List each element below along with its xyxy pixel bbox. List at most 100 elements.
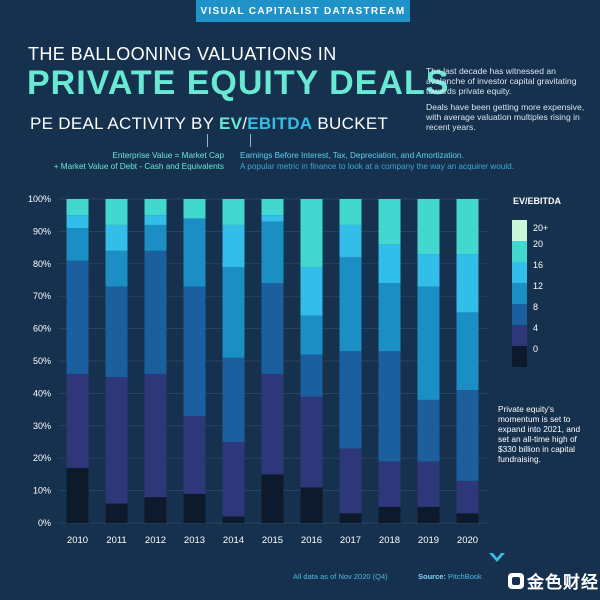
- visual-capitalist-logo-icon: [489, 553, 505, 562]
- bar-segment: [144, 224, 167, 251]
- x-tick-label: 2013: [184, 535, 205, 546]
- ebitda-definition-line-1: Earnings Before Interest, Tax, Depreciat…: [240, 151, 464, 160]
- ev-definition-line-2: + Market Value of Debt - Cash and Equiva…: [53, 162, 224, 171]
- bar-segment: [105, 503, 128, 523]
- x-tick-label: 2019: [418, 535, 439, 546]
- bar-segment: [417, 254, 440, 287]
- bar-segment: [300, 396, 323, 488]
- legend-label: 20+: [533, 223, 548, 233]
- bar-segment: [222, 199, 245, 225]
- x-tick-label: 2010: [67, 535, 88, 546]
- legend-label: 4: [533, 323, 538, 333]
- bar-segment: [144, 199, 167, 216]
- bar-segment: [456, 312, 479, 391]
- y-tick-label: 20%: [33, 453, 51, 463]
- subtitle-prefix: PE DEAL ACTIVITY BY: [30, 114, 219, 133]
- bar-segment: [378, 283, 401, 352]
- bar-segment: [378, 244, 401, 284]
- ev-definition-line-1: Enterprise Value = Market Cap: [112, 151, 224, 160]
- bar-segment: [378, 351, 401, 462]
- bar-segment: [417, 506, 440, 523]
- bar-segment: [183, 218, 206, 287]
- source-label: Source:: [418, 572, 446, 581]
- bar-segment: [222, 224, 245, 268]
- legend-label: 20: [533, 239, 543, 249]
- bar-segment: [183, 493, 206, 523]
- subtitle-slash: /: [242, 114, 248, 133]
- bar-segment: [261, 474, 284, 523]
- legend-swatch: [512, 241, 527, 262]
- intro-paragraph-1: The last decade has witnessed an avalanc…: [426, 66, 577, 96]
- source-note: Source: PitchBook: [418, 572, 482, 581]
- bar-segment: [222, 267, 245, 358]
- x-tick-label: 2015: [262, 535, 283, 546]
- legend-swatch: [512, 346, 527, 367]
- legend-label: 16: [533, 260, 543, 270]
- ebitda-definition-line-2: A popular metric in finance to look at a…: [240, 162, 514, 171]
- x-tick-label: 2018: [379, 535, 400, 546]
- x-tick-label: 2014: [223, 535, 244, 546]
- y-tick-label: 90%: [33, 226, 51, 236]
- watermark: 金色财经: [508, 568, 599, 593]
- subtitle-ev: EV: [218, 114, 243, 133]
- legend-swatch: [512, 304, 527, 325]
- ebitda-definition: Earnings Before Interest, Tax, Depreciat…: [240, 150, 514, 172]
- bar-segment: [300, 315, 323, 355]
- x-tick-label: 2011: [106, 535, 126, 546]
- source-name: PitchBook: [448, 572, 482, 581]
- bar-segment: [66, 215, 89, 229]
- bar-segment: [144, 250, 167, 374]
- bar-segment: [300, 267, 323, 316]
- bar-segment: [261, 373, 284, 475]
- intro-paragraph-2: Deals have been getting more expensive, …: [426, 102, 585, 132]
- watermark-text: 金色财经: [527, 573, 599, 592]
- bar-segment: [105, 224, 128, 251]
- ebitda-connector-line: [250, 134, 251, 147]
- datastream-banner: VISUAL CAPITALIST DATASTREAM: [196, 0, 410, 22]
- bar-segment: [300, 354, 323, 397]
- bar-segment: [339, 448, 362, 514]
- subtitle-suffix: BUCKET: [312, 114, 389, 133]
- bar-segment: [66, 199, 89, 216]
- bar-segment: [339, 224, 362, 258]
- legend-label: 0: [533, 344, 538, 354]
- bar-segment: [456, 513, 479, 523]
- bar-segment: [222, 442, 245, 517]
- subtitle-ebitda: EBITDA: [247, 114, 313, 133]
- bar-segment: [456, 480, 479, 514]
- bar-segment: [105, 199, 128, 225]
- bar-segment: [261, 199, 284, 216]
- title-main: PRIVATE EQUITY DEALS: [27, 64, 450, 102]
- bar-segment: [183, 199, 206, 219]
- bar-segment: [105, 250, 128, 287]
- bar-segment: [66, 373, 89, 468]
- bar-segment: [183, 286, 206, 417]
- bar-segment: [105, 286, 128, 378]
- bar-segment: [222, 516, 245, 523]
- y-tick-label: 40%: [33, 388, 51, 398]
- legend-label: 8: [533, 302, 538, 312]
- y-tick-label: 60%: [33, 324, 51, 334]
- ev-definition: Enterprise Value = Market Cap + Market V…: [54, 150, 224, 172]
- bar-segment: [261, 215, 284, 222]
- legend-swatch: [512, 262, 527, 283]
- bar-segment: [417, 399, 440, 462]
- bar-segment: [417, 199, 440, 255]
- bar-segment: [183, 416, 206, 494]
- y-tick-label: 0%: [38, 518, 51, 528]
- bar-segment: [66, 467, 89, 523]
- bar-segment: [378, 461, 401, 507]
- bar-segment: [339, 199, 362, 225]
- chart-subtitle: PE DEAL ACTIVITY BY EV/EBITDA BUCKET: [30, 114, 388, 134]
- bar-segment: [261, 283, 284, 374]
- bar-segment: [339, 257, 362, 352]
- bar-segment: [300, 487, 323, 523]
- bar-segment: [456, 390, 479, 481]
- bar-segment: [456, 254, 479, 313]
- bar-segment: [417, 461, 440, 507]
- bar-segment: [417, 286, 440, 400]
- x-tick-label: 2020: [457, 535, 478, 546]
- data-as-of-note: All data as of Nov 2020 (Q4): [293, 572, 388, 581]
- bar-segment: [378, 199, 401, 245]
- y-tick-label: 70%: [33, 291, 51, 301]
